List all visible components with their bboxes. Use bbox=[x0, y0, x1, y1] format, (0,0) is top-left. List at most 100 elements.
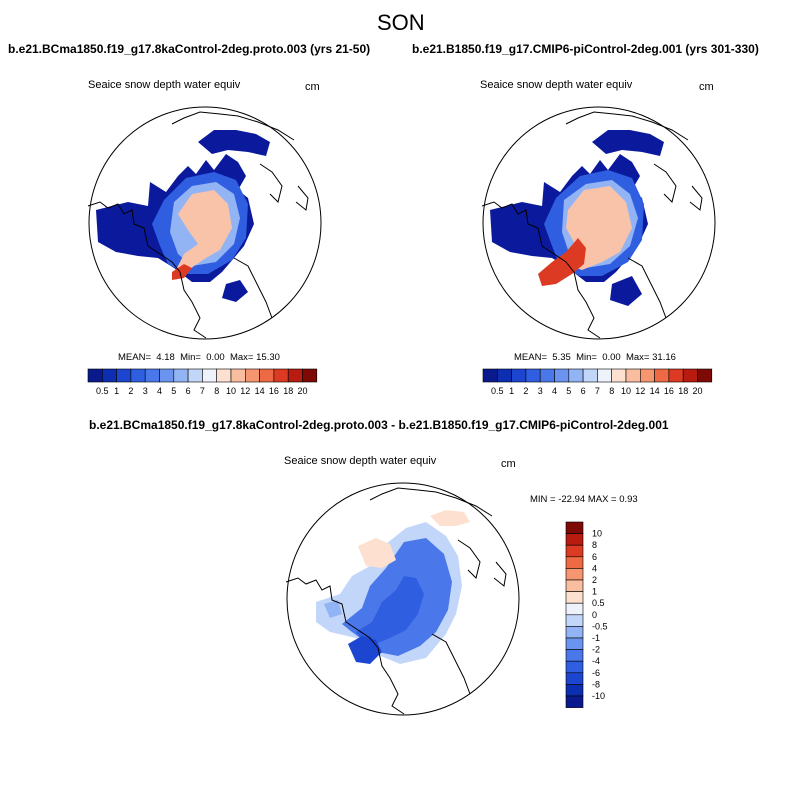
colorbar-box bbox=[554, 368, 570, 383]
panel2-mean-label: MEAN= bbox=[514, 352, 547, 363]
colorbar-tick-label: 7 bbox=[595, 386, 600, 396]
colorbar-box bbox=[565, 695, 584, 708]
colorbar-box bbox=[597, 368, 613, 383]
diff-region-peach-ne bbox=[430, 510, 470, 526]
diff-colorbar: 108 64 2 10.5 0-0.5 -1 -2-4 -6-8 -10 bbox=[565, 521, 608, 708]
colorbar-box bbox=[668, 368, 684, 383]
colorbar-box bbox=[102, 368, 117, 383]
coastlines bbox=[87, 111, 309, 339]
colorbar-tick-label: 18 bbox=[678, 386, 688, 396]
panel1-mean-value: 4.18 bbox=[156, 352, 175, 363]
colorbar-tick-label: -8 bbox=[592, 679, 600, 689]
colorbar-tick-label: -0.5 bbox=[592, 621, 608, 631]
colorbar-tick-label: -2 bbox=[592, 645, 600, 655]
colorbar-box bbox=[565, 556, 584, 569]
panel1-polar-map bbox=[87, 106, 322, 340]
colorbar-box bbox=[287, 368, 303, 383]
colorbar-box bbox=[697, 368, 713, 383]
colorbar-tick-label: 16 bbox=[664, 386, 674, 396]
panel1-min-value: 0.00 bbox=[206, 352, 225, 363]
colorbar-tick-label: -4 bbox=[592, 656, 600, 666]
colorbar-tick-label: 7 bbox=[200, 386, 205, 396]
colorbar-box bbox=[144, 368, 160, 383]
snow-region-red bbox=[172, 264, 192, 280]
snow-region-dark-blue-ne bbox=[198, 130, 270, 156]
colorbar-box bbox=[565, 533, 584, 546]
colorbar-tick-label: 1 bbox=[592, 587, 597, 597]
colorbar-box bbox=[565, 544, 584, 558]
diff-variable-label: Seaice snow depth water equiv bbox=[284, 455, 437, 467]
colorbar-tick-label: 10 bbox=[592, 529, 602, 539]
colorbar-box bbox=[159, 368, 175, 383]
colorbar-tick-label: 4 bbox=[592, 563, 597, 573]
panel1-variable-label: Seaice snow depth water equiv bbox=[88, 79, 241, 91]
panel2-stats: MEAN= 5.35 Min= 0.00 Max= 31.16 bbox=[514, 352, 676, 363]
colorbar-box bbox=[87, 368, 103, 383]
colorbar-tick-label: 0.5 bbox=[96, 386, 109, 396]
season-title: SON bbox=[377, 10, 425, 35]
colorbar-tick-label: 6 bbox=[581, 386, 586, 396]
panel2-polar-map bbox=[481, 106, 716, 340]
snow-region-peach bbox=[176, 190, 232, 276]
colorbar-box bbox=[245, 368, 260, 383]
diff-polar-map bbox=[285, 482, 520, 716]
colorbar-box bbox=[611, 368, 627, 383]
colorbar-tick-label: 14 bbox=[650, 386, 660, 396]
diff-units-label: cm bbox=[501, 458, 516, 470]
colorbar-box bbox=[116, 368, 132, 383]
colorbar-box bbox=[565, 521, 584, 534]
colorbar-tick-label: 6 bbox=[592, 552, 597, 562]
colorbar-box bbox=[173, 368, 189, 383]
colorbar-box bbox=[130, 368, 146, 383]
colorbar-box bbox=[202, 368, 218, 383]
diff-region-light bbox=[324, 600, 342, 618]
panel2-min-label: Min= bbox=[576, 352, 597, 363]
colorbar-tick-label: -1 bbox=[592, 633, 600, 643]
colorbar-box bbox=[539, 368, 555, 383]
panel2-mean-value: 5.35 bbox=[552, 352, 571, 363]
colorbar-box bbox=[525, 368, 541, 383]
colorbar-tick-label: 2 bbox=[592, 575, 597, 585]
colorbar-tick-label: 1 bbox=[114, 386, 119, 396]
colorbar-box bbox=[565, 626, 584, 639]
snow-region-dark-blue-se bbox=[222, 280, 248, 302]
panel2-max-value: 31.16 bbox=[652, 352, 676, 363]
panel2-units-label: cm bbox=[699, 81, 714, 93]
panel2-colorbar: 0.5 1 2 3 4 5 6 7 8 10 12 14 16 18 20 bbox=[482, 368, 713, 396]
colorbar-box bbox=[654, 368, 670, 383]
colorbar-box bbox=[565, 602, 584, 616]
colorbar-tick-label: 1 bbox=[509, 386, 514, 396]
colorbar-box bbox=[565, 568, 584, 581]
colorbar-tick-label: 5 bbox=[171, 386, 176, 396]
colorbar-box bbox=[582, 368, 598, 383]
panel2-min-value: 0.00 bbox=[602, 352, 621, 363]
diff-region-mid-blue bbox=[356, 576, 424, 646]
colorbar-box bbox=[187, 368, 203, 383]
colorbar-box bbox=[565, 649, 584, 662]
colorbar-tick-label: 6 bbox=[186, 386, 191, 396]
colorbar-tick-label: 8 bbox=[592, 540, 597, 550]
colorbar-tick-label: 0.5 bbox=[491, 386, 504, 396]
colorbar-tick-label: 8 bbox=[609, 386, 614, 396]
coastlines bbox=[481, 111, 703, 339]
panel1-colorbar: 0.5 1 2 3 4 5 6 7 8 10 12 14 16 18 20 bbox=[87, 368, 318, 396]
colorbar-box bbox=[640, 368, 655, 383]
colorbar-tick-label: 5 bbox=[566, 386, 571, 396]
colorbar-tick-label: 2 bbox=[128, 386, 133, 396]
panel1-max-label: Max= bbox=[229, 352, 254, 363]
colorbar-box bbox=[565, 672, 584, 685]
panel1-min-label: Min= bbox=[180, 352, 201, 363]
colorbar-box bbox=[565, 660, 584, 674]
snow-region-dark-blue-ne bbox=[592, 130, 664, 156]
colorbar-tick-label: 12 bbox=[635, 386, 645, 396]
colorbar-box bbox=[230, 368, 246, 383]
colorbar-tick-label: 18 bbox=[283, 386, 293, 396]
panel2-max-label: Max= bbox=[625, 352, 650, 363]
diff-minmax: MIN = -22.94 MAX = 0.93 bbox=[530, 494, 638, 505]
colorbar-tick-label: 8 bbox=[214, 386, 219, 396]
colorbar-box bbox=[565, 684, 584, 697]
colorbar-box bbox=[511, 368, 527, 383]
panel2-case-title: b.e21.B1850.f19_g17.CMIP6-piControl-2deg… bbox=[412, 42, 759, 56]
colorbar-box bbox=[565, 579, 584, 592]
colorbar-box bbox=[259, 368, 275, 383]
